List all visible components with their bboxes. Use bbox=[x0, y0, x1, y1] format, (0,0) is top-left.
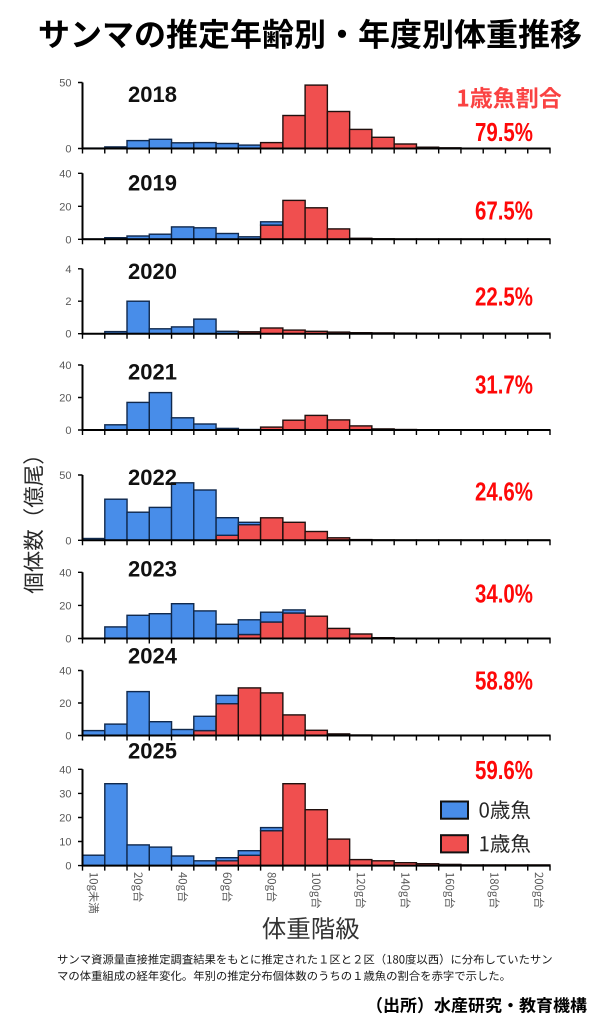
svg-text:0: 0 bbox=[65, 861, 71, 873]
svg-text:2024: 2024 bbox=[128, 644, 178, 669]
svg-text:50: 50 bbox=[59, 470, 71, 482]
svg-text:40: 40 bbox=[59, 666, 71, 678]
svg-text:2023: 2023 bbox=[128, 557, 177, 582]
svg-text:67.5%: 67.5% bbox=[475, 198, 533, 226]
svg-text:2025: 2025 bbox=[128, 739, 177, 764]
svg-text:2020: 2020 bbox=[128, 259, 177, 284]
svg-text:40: 40 bbox=[59, 168, 71, 180]
svg-text:0: 0 bbox=[65, 535, 71, 547]
svg-text:24.6%: 24.6% bbox=[475, 478, 533, 506]
svg-text:0: 0 bbox=[65, 144, 71, 156]
svg-text:20: 20 bbox=[59, 393, 71, 405]
svg-text:20: 20 bbox=[59, 698, 71, 710]
svg-text:2022: 2022 bbox=[128, 465, 177, 490]
svg-text:0: 0 bbox=[65, 731, 71, 743]
svg-text:2019: 2019 bbox=[128, 171, 177, 196]
svg-text:34.0%: 34.0% bbox=[475, 581, 533, 609]
svg-text:0: 0 bbox=[65, 234, 71, 246]
svg-text:50: 50 bbox=[59, 78, 71, 90]
svg-text:2: 2 bbox=[65, 296, 71, 308]
svg-text:0: 0 bbox=[65, 329, 71, 341]
svg-text:59.6%: 59.6% bbox=[475, 757, 533, 785]
svg-text:4: 4 bbox=[65, 264, 71, 276]
svg-text:2018: 2018 bbox=[128, 82, 177, 107]
svg-text:40: 40 bbox=[59, 764, 71, 776]
svg-text:22.5%: 22.5% bbox=[475, 284, 533, 312]
svg-text:20: 20 bbox=[59, 201, 71, 213]
svg-text:30: 30 bbox=[59, 788, 71, 800]
svg-text:2021: 2021 bbox=[128, 360, 177, 385]
svg-text:10: 10 bbox=[59, 837, 71, 849]
svg-text:40: 40 bbox=[59, 360, 71, 372]
svg-text:79.5%: 79.5% bbox=[475, 119, 533, 147]
svg-text:20: 20 bbox=[59, 813, 71, 825]
svg-text:20: 20 bbox=[59, 600, 71, 612]
svg-text:58.8%: 58.8% bbox=[475, 668, 533, 696]
svg-text:0: 0 bbox=[65, 634, 71, 646]
svg-text:40: 40 bbox=[59, 567, 71, 579]
svg-text:0: 0 bbox=[65, 425, 71, 437]
svg-text:31.7%: 31.7% bbox=[475, 371, 533, 399]
